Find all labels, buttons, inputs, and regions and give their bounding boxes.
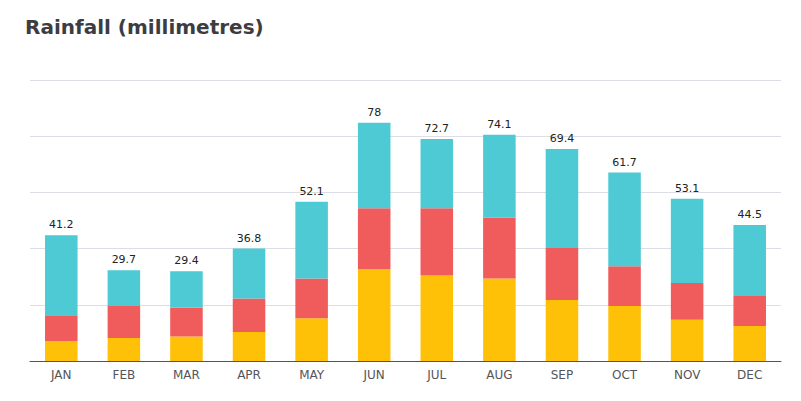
svg-text:36.8: 36.8 bbox=[237, 232, 261, 245]
svg-text:29.4: 29.4 bbox=[174, 254, 199, 267]
svg-text:53.1: 53.1 bbox=[675, 182, 700, 195]
svg-text:61.7: 61.7 bbox=[612, 156, 637, 169]
svg-text:NOV: NOV bbox=[674, 368, 701, 382]
svg-text:74.1: 74.1 bbox=[487, 118, 512, 131]
svg-text:DEC: DEC bbox=[737, 368, 762, 382]
svg-text:OCT: OCT bbox=[612, 368, 638, 382]
svg-text:AUG: AUG bbox=[486, 368, 512, 382]
svg-text:JUL: JUL bbox=[426, 368, 446, 382]
svg-text:78: 78 bbox=[367, 106, 381, 119]
svg-text:41.2: 41.2 bbox=[49, 218, 74, 231]
svg-text:44.5: 44.5 bbox=[737, 208, 762, 221]
svg-text:APR: APR bbox=[237, 368, 261, 382]
svg-text:FEB: FEB bbox=[113, 368, 136, 382]
svg-text:SEP: SEP bbox=[551, 368, 573, 382]
svg-text:JUN: JUN bbox=[363, 368, 385, 382]
svg-text:Rainfall (millimetres): Rainfall (millimetres) bbox=[25, 15, 264, 39]
svg-text:72.7: 72.7 bbox=[425, 122, 450, 135]
svg-text:MAY: MAY bbox=[299, 368, 325, 382]
svg-text:29.7: 29.7 bbox=[112, 253, 137, 266]
svg-text:JAN: JAN bbox=[50, 368, 72, 382]
svg-text:69.4: 69.4 bbox=[550, 132, 575, 145]
svg-text:MAR: MAR bbox=[173, 368, 200, 382]
svg-text:52.1: 52.1 bbox=[299, 185, 324, 198]
